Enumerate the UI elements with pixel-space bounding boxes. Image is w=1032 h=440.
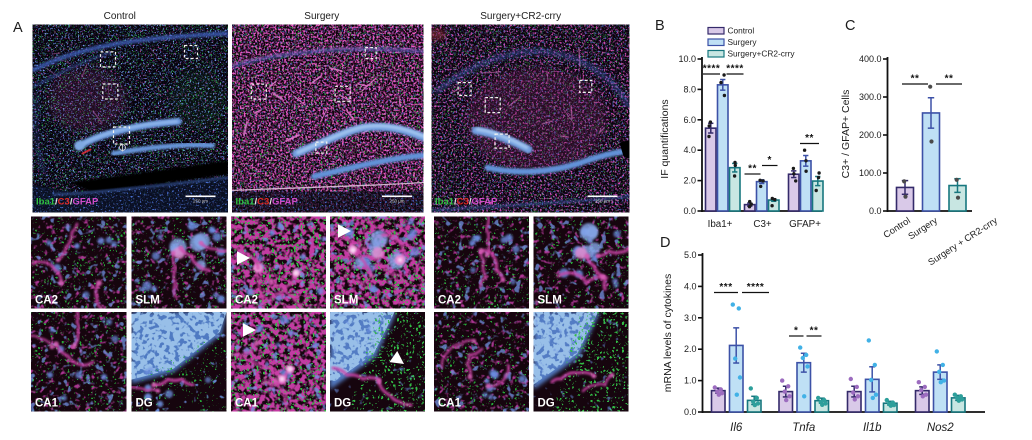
svg-text:Nos2: Nos2 (927, 422, 954, 434)
svg-text:GFAP+: GFAP+ (789, 219, 821, 230)
svg-text:Surgery: Surgery (304, 11, 339, 22)
svg-text:**: ** (748, 164, 757, 175)
svg-text:0.0: 0.0 (683, 206, 696, 216)
svg-text:2.0: 2.0 (683, 176, 696, 186)
svg-text:2.0: 2.0 (684, 344, 697, 354)
svg-text:Il6: Il6 (730, 422, 743, 434)
svg-text:Surgery+CR2-crry: Surgery+CR2-crry (728, 49, 796, 59)
svg-text:mRNA levels of cytokines: mRNA levels of cytokines (662, 274, 674, 392)
svg-text:Il1b: Il1b (863, 422, 882, 434)
svg-text:Iba1/C3/GFAP: Iba1/C3/GFAP (36, 197, 99, 208)
svg-text:CA1: CA1 (35, 398, 59, 410)
svg-text:Control: Control (104, 11, 136, 22)
svg-text:DG: DG (538, 398, 555, 410)
svg-text:10.0: 10.0 (678, 54, 696, 64)
svg-text:4.0: 4.0 (683, 145, 696, 155)
svg-text:****: **** (703, 64, 721, 75)
svg-text:DG: DG (136, 398, 153, 410)
svg-text:300.0: 300.0 (859, 92, 882, 102)
svg-text:4.0: 4.0 (684, 281, 697, 291)
svg-text:Iba1/C3/GFAP: Iba1/C3/GFAP (435, 197, 498, 208)
svg-text:D: D (660, 235, 670, 251)
svg-text:****: **** (726, 64, 744, 75)
svg-text:****: **** (747, 282, 765, 293)
svg-text:CA2: CA2 (438, 295, 461, 307)
svg-text:0.0: 0.0 (684, 407, 697, 417)
svg-text:100.0: 100.0 (859, 168, 882, 178)
svg-text:SLM: SLM (334, 295, 358, 307)
svg-text:CA2: CA2 (35, 295, 58, 307)
svg-text:5.0: 5.0 (684, 250, 697, 260)
svg-text:*: * (768, 155, 772, 166)
svg-text:C3+: C3+ (753, 219, 772, 230)
svg-text:CA2: CA2 (235, 295, 258, 307)
svg-text:250 µm: 250 µm (595, 199, 610, 204)
svg-text:1.0: 1.0 (684, 376, 697, 386)
svg-text:CA1: CA1 (438, 398, 462, 410)
svg-text:B: B (655, 18, 665, 34)
svg-text:200.0: 200.0 (859, 130, 882, 140)
svg-text:Surgery+CR2-crry: Surgery+CR2-crry (480, 11, 561, 22)
svg-text:250 µm: 250 µm (389, 199, 404, 204)
svg-text:Iba1/C3/GFAP: Iba1/C3/GFAP (236, 197, 299, 208)
svg-text:8.0: 8.0 (683, 84, 696, 94)
svg-text:Surgery: Surgery (728, 37, 758, 47)
svg-text:C: C (845, 18, 855, 34)
svg-text:*: * (794, 326, 798, 337)
svg-text:CA1: CA1 (235, 398, 259, 410)
svg-text:6.0: 6.0 (683, 115, 696, 125)
svg-text:250 µm: 250 µm (193, 199, 208, 204)
svg-text:**: ** (945, 74, 954, 85)
svg-text:400.0: 400.0 (859, 54, 882, 64)
svg-text:DG: DG (334, 398, 351, 410)
svg-text:SLM: SLM (136, 295, 160, 307)
svg-text:Tnfa: Tnfa (792, 422, 815, 434)
svg-text:3.0: 3.0 (684, 313, 697, 323)
svg-text:**: ** (911, 74, 920, 85)
svg-text:***: *** (719, 282, 732, 293)
svg-text:A: A (13, 20, 23, 36)
svg-text:**: ** (810, 326, 819, 337)
svg-text:SLM: SLM (538, 295, 562, 307)
svg-text:**: ** (805, 133, 814, 144)
svg-text:0.0: 0.0 (869, 206, 882, 216)
svg-text:Iba1+: Iba1+ (708, 219, 733, 230)
svg-text:C3+ / GFAP+ Cells: C3+ / GFAP+ Cells (840, 90, 852, 179)
svg-text:Control: Control (728, 26, 755, 36)
svg-text:IF quantifications: IF quantifications (659, 99, 671, 178)
